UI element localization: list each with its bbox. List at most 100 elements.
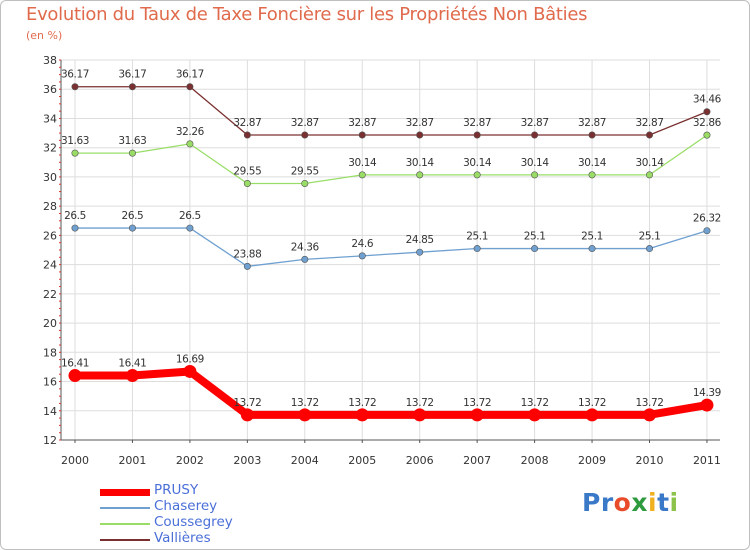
x-tick-label: 2005 — [348, 454, 376, 467]
y-tick-label: 38 — [43, 54, 57, 67]
data-point — [301, 180, 309, 188]
data-label: 34.46 — [693, 94, 722, 106]
y-tick-label: 26 — [43, 229, 57, 242]
series-line-prusy — [71, 367, 711, 419]
data-label: 31.63 — [118, 135, 146, 147]
chart-subtitle: (en %) — [26, 29, 63, 42]
data-point — [183, 364, 197, 378]
y-tick-label: 22 — [43, 288, 57, 301]
data-label: 30.14 — [463, 157, 492, 169]
data-label: 30.14 — [348, 157, 377, 169]
data-label: 30.14 — [521, 157, 550, 169]
legend-label: PRUSY — [154, 482, 199, 498]
data-label: 30.14 — [635, 157, 664, 169]
data-label: 36.17 — [61, 69, 89, 81]
data-point — [473, 131, 481, 139]
data-label: 32.87 — [635, 117, 663, 129]
y-tick-label: 34 — [43, 112, 57, 125]
data-point — [243, 262, 251, 270]
data-point — [473, 171, 481, 179]
data-point — [470, 408, 484, 422]
data-label: 13.72 — [406, 397, 434, 409]
proxiti-logo: Proxiti — [582, 488, 679, 517]
data-point — [585, 408, 599, 422]
data-label: 29.55 — [233, 166, 261, 178]
data-point — [68, 369, 82, 383]
x-tick-label: 2008 — [521, 454, 549, 467]
data-label: 26.32 — [693, 213, 721, 225]
logo-letter: r — [600, 488, 614, 517]
x-tick-label: 2010 — [636, 454, 664, 467]
legend-label: Vallières — [154, 530, 211, 546]
legend-swatch — [100, 507, 150, 509]
data-point — [703, 108, 711, 116]
y-tick-label: 16 — [43, 376, 57, 389]
y-tick-label: 28 — [43, 200, 57, 213]
data-point — [416, 248, 424, 256]
data-point — [71, 83, 79, 91]
data-point — [531, 171, 539, 179]
data-point — [413, 408, 427, 422]
data-point — [71, 224, 79, 232]
data-label: 23.88 — [233, 248, 261, 260]
series-line-vallières — [74, 86, 708, 136]
data-point — [531, 131, 539, 139]
data-point — [531, 245, 539, 253]
logo-letter: i — [648, 488, 658, 517]
data-label: 32.87 — [348, 117, 376, 129]
data-label: 24.85 — [406, 234, 434, 246]
data-label: 13.72 — [463, 397, 491, 409]
data-point — [645, 245, 653, 253]
data-label: 36.17 — [118, 69, 146, 81]
data-label: 32.87 — [521, 117, 549, 129]
data-label: 36.17 — [176, 69, 204, 81]
x-tick-label: 2003 — [233, 454, 261, 467]
logo-letter: o — [613, 488, 632, 517]
logo-letter: i — [669, 488, 679, 517]
data-point — [186, 83, 194, 91]
data-label: 16.41 — [61, 358, 89, 370]
data-label: 24.6 — [351, 238, 373, 250]
legend-swatch — [100, 523, 150, 525]
x-tick-label: 2001 — [118, 454, 146, 467]
data-point — [700, 398, 714, 412]
data-point — [301, 255, 309, 263]
data-label: 24.36 — [291, 241, 320, 253]
data-label: 32.87 — [578, 117, 606, 129]
data-point — [473, 245, 481, 253]
x-tick-label: 2004 — [291, 454, 319, 467]
data-point — [240, 408, 254, 422]
data-label: 32.86 — [693, 117, 722, 129]
data-label: 14.39 — [693, 387, 721, 399]
data-label: 32.26 — [176, 126, 205, 138]
data-point — [186, 224, 194, 232]
x-tick-label: 2011 — [693, 454, 721, 467]
y-tick-label: 14 — [43, 405, 57, 418]
data-label: 32.87 — [406, 117, 434, 129]
data-point — [588, 171, 596, 179]
data-label: 25.1 — [466, 231, 488, 243]
data-label: 26.5 — [122, 210, 144, 222]
data-point — [71, 149, 79, 157]
data-point — [358, 171, 366, 179]
data-label: 13.72 — [521, 397, 549, 409]
data-point — [588, 245, 596, 253]
y-tick-label: 20 — [43, 317, 57, 330]
y-tick-label: 12 — [43, 434, 57, 447]
data-label: 25.1 — [639, 231, 661, 243]
data-point — [301, 131, 309, 139]
data-label: 26.5 — [64, 210, 86, 222]
data-point — [128, 224, 136, 232]
x-tick-label: 2000 — [61, 454, 89, 467]
data-label: 13.72 — [233, 397, 261, 409]
data-point — [703, 227, 711, 235]
data-point — [128, 149, 136, 157]
data-label: 29.55 — [291, 166, 319, 178]
legend-swatch — [100, 488, 150, 496]
data-label: 13.72 — [348, 397, 376, 409]
data-point — [416, 171, 424, 179]
series-line-chaserey — [74, 227, 708, 268]
legend-label: Coussegrey — [154, 514, 233, 530]
x-tick-label: 2006 — [406, 454, 434, 467]
